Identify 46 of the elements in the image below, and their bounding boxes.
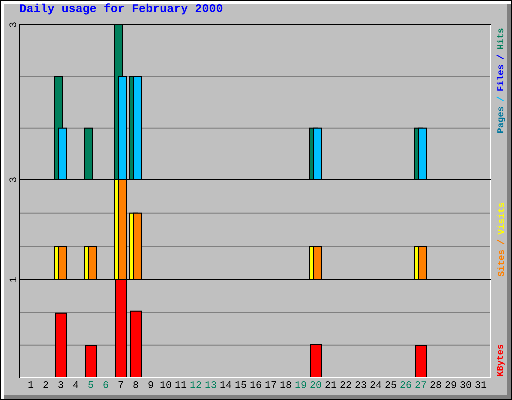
x-tick-label: 24 [370, 382, 382, 388]
x-tick-label: 3 [58, 382, 64, 388]
x-tick-label: 8 [134, 382, 138, 388]
x-tick-label: 28 [430, 382, 442, 388]
x-tick-label: 21 [326, 382, 337, 388]
x-tick-label: 5 [88, 382, 94, 388]
x-tick-label: 6 [104, 382, 108, 388]
x-tick-label: 9 [148, 382, 154, 388]
x-tick-label: 22 [340, 382, 352, 388]
legend-label: Pages [498, 107, 506, 133]
x-tick-label: 2 [44, 382, 48, 388]
text: KBytes [497, 344, 505, 376]
x-tick-label: 30 [460, 382, 472, 388]
bar [55, 312, 68, 378]
x-tick-label: 27 [416, 382, 426, 388]
x-tick-label: 31 [476, 382, 487, 388]
y-tick-label: 3 [10, 178, 16, 182]
legend-label: Sites [498, 250, 504, 277]
bar [310, 344, 322, 378]
x-tick-label: 7 [118, 382, 124, 388]
x-tick-label: 13 [206, 382, 216, 388]
x-tick-label: 11 [176, 382, 187, 388]
x-tick-label: 1 [28, 382, 34, 388]
x-tick-label: 29 [446, 382, 456, 388]
legend-label: Files [496, 65, 504, 91]
x-tick-label: 19 [296, 382, 306, 388]
text: Visits [498, 203, 504, 235]
x-tick-label: 15 [236, 382, 246, 388]
y-tick-label: 1 [10, 277, 16, 282]
chart-title: Daily usage for February 2000 [20, 4, 223, 15]
x-tick-label: 20 [310, 382, 322, 388]
x-tick-label: 23 [356, 382, 366, 388]
y-tick-label: 3 [10, 22, 16, 28]
bar [130, 310, 142, 378]
x-tick-label: 18 [280, 382, 292, 388]
x-tick-label: 12 [190, 382, 202, 388]
x-tick-label: 16 [250, 382, 262, 388]
x-tick-label: 4 [74, 382, 78, 388]
bar [415, 345, 428, 378]
x-tick-label: 14 [220, 382, 232, 388]
x-tick-label: 26 [400, 382, 412, 388]
bar [85, 345, 97, 378]
text: Hits [496, 28, 504, 50]
x-tick-label: 17 [266, 382, 276, 388]
x-tick-label: 25 [386, 382, 396, 388]
x-tick-label: 10 [160, 382, 172, 388]
